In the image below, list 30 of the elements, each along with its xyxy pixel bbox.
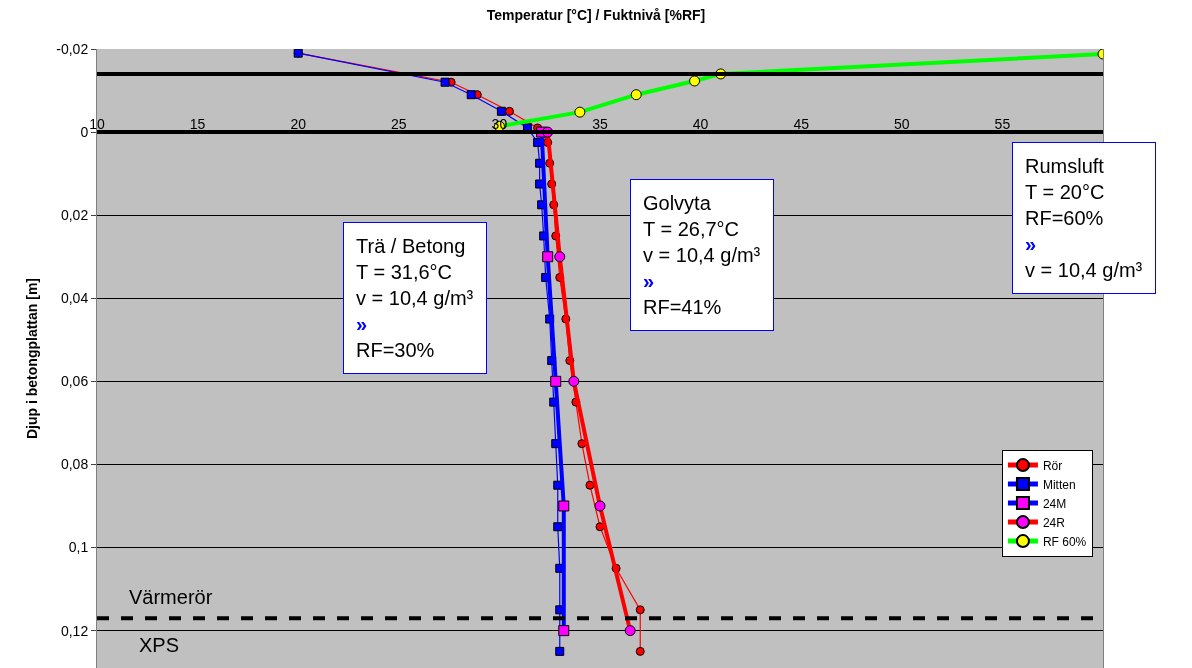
legend-label: 24R — [1042, 515, 1066, 530]
y-tick-label: 0,1 — [68, 539, 89, 556]
x-tick-label: 45 — [793, 116, 810, 133]
x-tick-label: 40 — [692, 116, 709, 133]
y-axis-title: Djup i betongplattan [m] — [23, 278, 40, 439]
annotation: Rumsluft T = 20°C RF=60% » v = 10,4 g/m³ — [1025, 155, 1143, 281]
y-tick-label: 0 — [80, 123, 89, 140]
x-tick-label: 50 — [894, 116, 910, 133]
legend-label: Mitten — [1042, 477, 1076, 492]
x-tick-label: 30 — [491, 116, 508, 133]
ref-line-label: Värmerör — [129, 586, 213, 608]
legend-label: Rör — [1042, 458, 1063, 473]
y-tick-label: 0,04 — [60, 290, 89, 307]
chart-title: Temperatur [°C] / Fuktnivå [%RF] — [486, 6, 706, 23]
y-tick-label: 0,02 — [60, 207, 89, 224]
legend-label: 24M — [1042, 496, 1067, 511]
x-tick-label: 25 — [391, 116, 407, 133]
annotation: Trä / Betong T = 31,6°C v = 10,4 g/m³ » RF=30% — [356, 235, 474, 361]
y-tick-label: 0,12 — [60, 622, 89, 639]
y-tick-label: 0,06 — [60, 373, 89, 390]
y-tick-label: 0,08 — [60, 456, 89, 473]
x-tick-label: 10 — [89, 116, 105, 133]
x-tick-label: 15 — [189, 116, 206, 133]
x-tick-label: 35 — [592, 116, 608, 133]
annotation: XPS — [139, 634, 180, 656]
x-tick-label: 55 — [994, 116, 1011, 133]
legend-label: RF 60% — [1042, 534, 1087, 549]
y-tick-label: -0,02 — [56, 40, 89, 57]
x-tick-label: 20 — [290, 116, 307, 133]
annotation: Golvyta T = 26,7°C v = 10,4 g/m³ » RF=41% — [643, 192, 761, 318]
